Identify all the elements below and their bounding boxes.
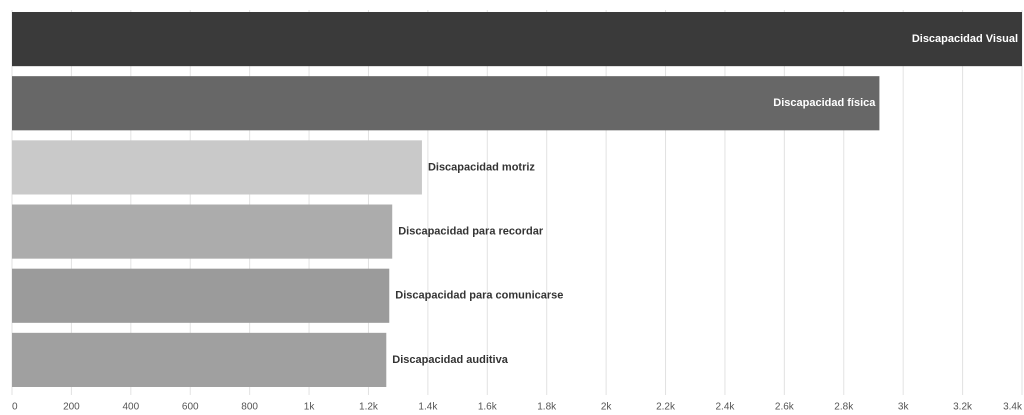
x-tick-label: 1.2k (359, 402, 379, 413)
x-tick-label: 3.2k (953, 402, 973, 413)
x-tick-label: 1.4k (418, 402, 438, 413)
x-tick-label: 3.4k (1003, 402, 1023, 413)
x-tick-label: 800 (241, 402, 258, 413)
x-tick-label: 2.8k (834, 402, 854, 413)
x-tick-label: 2.2k (656, 402, 676, 413)
x-tick-label: 1k (304, 402, 316, 413)
bar-label: Discapacidad motriz (428, 161, 535, 173)
x-tick-label: 1.8k (537, 402, 557, 413)
bar-label: Discapacidad Visual (912, 33, 1018, 45)
x-tick-label: 2.6k (775, 402, 795, 413)
x-tick-label: 2.4k (715, 402, 735, 413)
bar-label: Discapacidad para recordar (398, 225, 544, 237)
bar (12, 12, 1022, 67)
x-tick-label: 600 (182, 402, 199, 413)
x-tick-label: 400 (122, 402, 139, 413)
x-tick-label: 3k (898, 402, 910, 413)
bar (12, 76, 880, 131)
x-tick-label: 1.6k (478, 402, 498, 413)
bar (12, 140, 422, 195)
bar-label: Discapacidad para comunicarse (395, 290, 563, 302)
x-tick-label: 2k (601, 402, 613, 413)
x-tick-label: 0 (12, 402, 18, 413)
bar (12, 268, 390, 323)
bar (12, 332, 387, 387)
bar (12, 204, 393, 259)
bar-label: Discapacidad física (773, 97, 876, 109)
x-tick-label: 200 (63, 402, 80, 413)
bar-label: Discapacidad auditiva (392, 354, 508, 366)
